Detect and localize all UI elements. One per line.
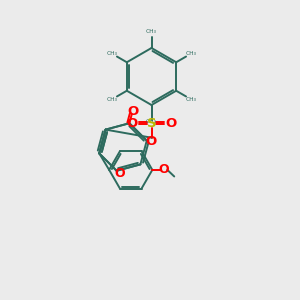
Text: S: S xyxy=(147,117,156,130)
Text: CH₃: CH₃ xyxy=(185,97,196,102)
Text: O: O xyxy=(146,135,157,148)
Text: CH₃: CH₃ xyxy=(146,29,157,34)
Text: CH₃: CH₃ xyxy=(107,97,118,102)
Text: O: O xyxy=(127,105,138,118)
Text: CH₃: CH₃ xyxy=(146,119,157,124)
Text: O: O xyxy=(114,167,125,180)
Text: CH₃: CH₃ xyxy=(107,51,118,56)
Text: O: O xyxy=(158,164,169,176)
Text: O: O xyxy=(126,117,138,130)
Text: CH₃: CH₃ xyxy=(185,51,196,56)
Text: O: O xyxy=(165,117,177,130)
